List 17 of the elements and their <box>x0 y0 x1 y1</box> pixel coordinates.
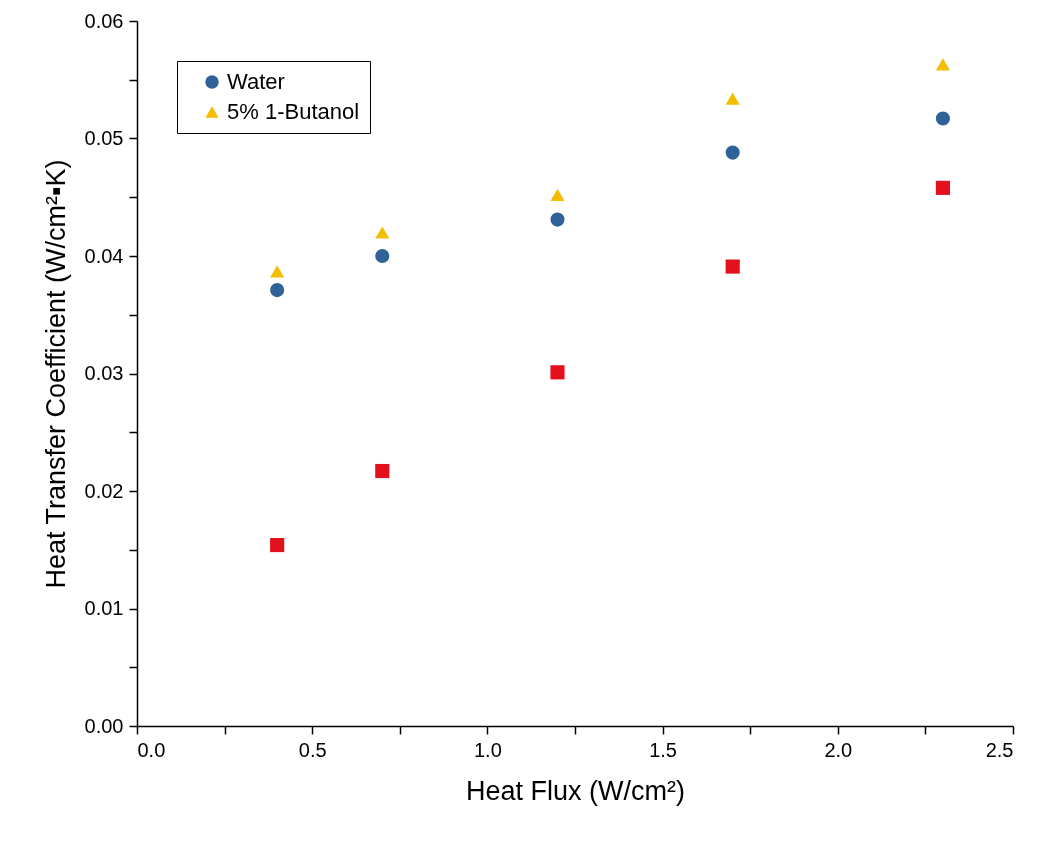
y-tick-label: 0.03 <box>84 362 124 384</box>
x-tick-label: 1.5 <box>649 738 678 761</box>
y-tick-label: 0.00 <box>84 714 124 737</box>
legend-label: 5% 1-Butanol <box>227 99 360 124</box>
y-tick-label: 0.04 <box>84 244 124 267</box>
x-tick-label: 0.0 <box>137 738 166 761</box>
x-axis-title: Heat Flux (W/cm²) <box>466 775 685 806</box>
y-tick-label: 0.02 <box>84 479 124 502</box>
y-tick-label: 0.01 <box>84 597 124 619</box>
y-axis-title: Heat Transfer Coefficient (W/cm²▪K) <box>40 159 71 589</box>
x-tick-label: 1.0 <box>473 738 502 761</box>
y-tick-label: 0.05 <box>84 127 124 149</box>
legend-label: Water <box>227 69 285 94</box>
x-tick-label: 2.5 <box>985 738 1014 761</box>
y-tick-label: 0.06 <box>84 9 124 32</box>
x-tick-label: 0.5 <box>298 738 327 761</box>
x-tick-label: 2.0 <box>824 738 853 761</box>
